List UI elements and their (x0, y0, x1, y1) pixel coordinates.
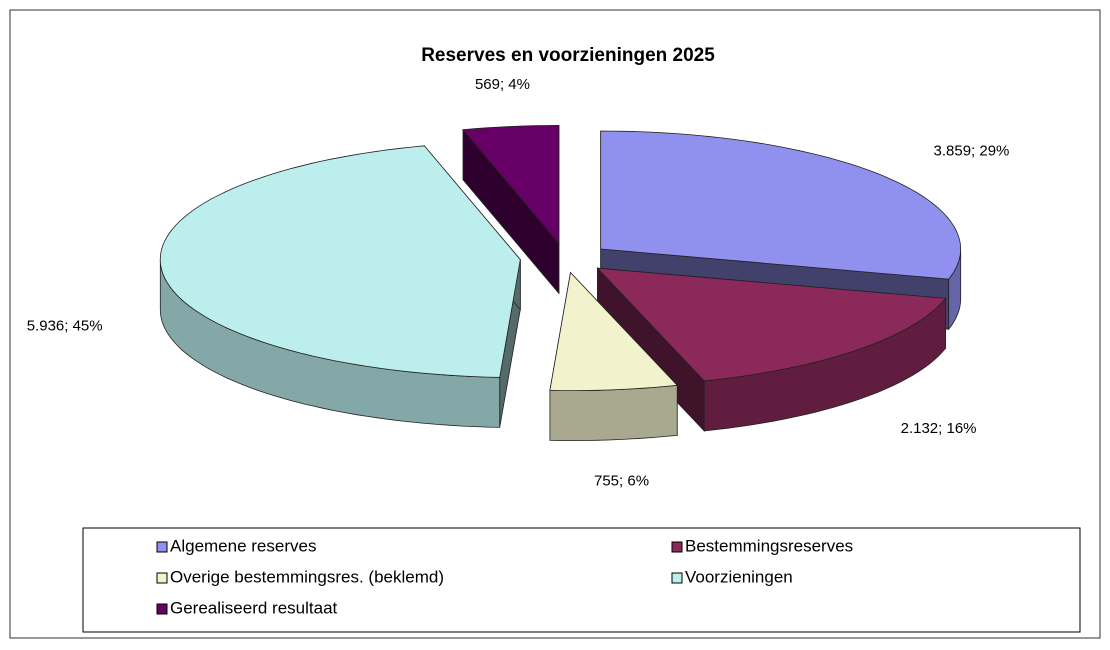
legend-label: Bestemmingsreserves (685, 536, 853, 555)
data-label: 3.859; 29% (934, 142, 1010, 159)
legend-label: Overige bestemmingsres. (beklemd) (170, 567, 444, 586)
slice-top (596, 267, 947, 382)
slice (549, 271, 679, 441)
slice (462, 124, 560, 295)
data-label: 5.936; 45% (27, 318, 103, 335)
data-label: 755; 6% (594, 472, 649, 489)
slice (159, 144, 521, 428)
legend-swatch (671, 541, 683, 553)
legend-label: Algemene reserves (170, 536, 316, 555)
data-label: 569; 4% (475, 76, 530, 93)
legend-swatch (671, 572, 683, 584)
slice-top (600, 130, 961, 280)
legend-label: Voorzieningen (685, 567, 793, 586)
slice-top (549, 271, 679, 391)
legend-swatch (156, 603, 168, 615)
slice (596, 267, 947, 432)
data-label: 2.132; 16% (901, 420, 977, 437)
legend-label: Gerealiseerd resultaat (170, 598, 338, 617)
chart-title: Reserves en voorzieningen 2025 (421, 45, 715, 66)
slice-top (159, 145, 521, 378)
legend-swatch (156, 572, 168, 584)
slice-wall (549, 384, 678, 441)
slice-top (462, 124, 560, 245)
legend-box (82, 527, 1081, 633)
legend-swatch (156, 541, 168, 553)
